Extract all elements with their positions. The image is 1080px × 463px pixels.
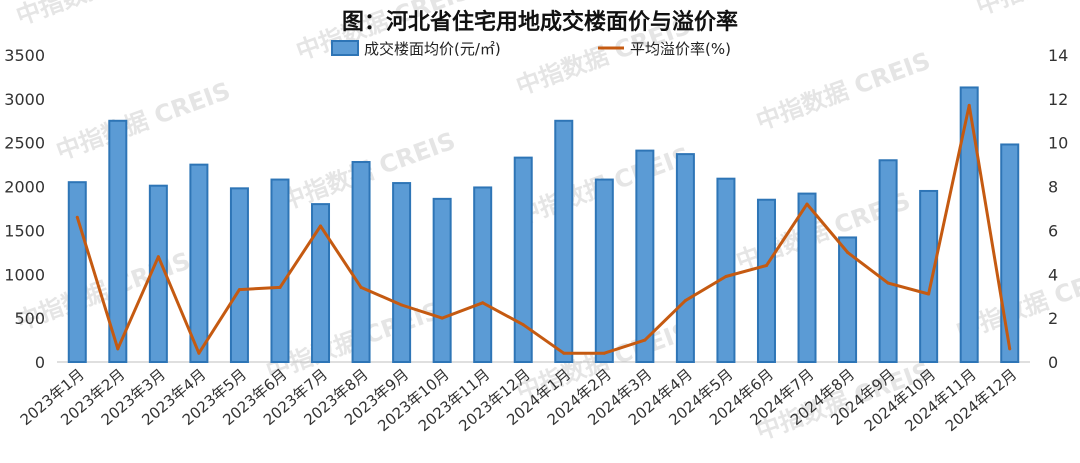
y-left-tick-label: 3500 <box>4 46 45 65</box>
line-point <box>724 274 728 278</box>
bar <box>351 161 371 363</box>
line-point <box>359 285 363 289</box>
legend-bar-label: 成交楼面均价(元/㎡) <box>364 40 501 58</box>
bar <box>229 187 249 363</box>
bar <box>675 153 695 363</box>
y-right-tick-label: 4 <box>1048 265 1058 284</box>
bar <box>878 159 898 363</box>
bar <box>108 119 128 363</box>
y-left-tick-label: 2000 <box>4 178 45 197</box>
premium-rate-line <box>75 103 1012 355</box>
y-right-tick-label: 8 <box>1048 178 1058 197</box>
legend: 成交楼面均价(元/㎡) 平均溢价率(%) <box>331 40 731 58</box>
y-left-tick-label: 1000 <box>4 265 45 284</box>
line-point <box>764 264 768 268</box>
bar <box>189 163 209 363</box>
y-right-tick-label: 12 <box>1048 90 1068 109</box>
line-point <box>846 250 850 254</box>
line-point <box>278 285 282 289</box>
y-left-tick-label: 2500 <box>4 134 45 153</box>
line-point <box>1008 347 1012 351</box>
line-point <box>400 303 404 307</box>
line-point <box>521 323 525 327</box>
line-point <box>156 255 160 259</box>
bar <box>959 86 979 363</box>
line-point <box>683 299 687 303</box>
bar <box>473 186 493 363</box>
bar <box>392 182 412 363</box>
y-right-tick-label: 2 <box>1048 309 1058 328</box>
y-left-tick-label: 500 <box>14 309 45 328</box>
line-point <box>481 301 485 305</box>
bar <box>838 236 858 363</box>
watermark-text: 中指数据 CREIS <box>52 77 234 166</box>
bar <box>311 203 331 363</box>
y-right-tick-label: 10 <box>1048 134 1068 153</box>
line-point <box>562 351 566 355</box>
line-point <box>440 316 444 320</box>
bar <box>635 149 655 363</box>
line-point <box>886 281 890 285</box>
line-point <box>927 292 931 296</box>
bar <box>756 198 776 363</box>
bar <box>919 189 939 363</box>
legend-line-label: 平均溢价率(%) <box>630 40 731 58</box>
bar <box>554 119 574 363</box>
line-point <box>75 215 79 219</box>
line-point <box>116 347 120 351</box>
line-point <box>967 103 971 107</box>
bar <box>270 178 290 363</box>
bar <box>797 192 817 363</box>
y-right-tick-label: 14 <box>1048 46 1068 65</box>
line-point <box>643 338 647 342</box>
y-left-tick-label: 3000 <box>4 90 45 109</box>
line-point <box>805 202 809 206</box>
line-point <box>237 288 241 292</box>
bar <box>594 178 614 363</box>
y-left-tick-label: 0 <box>35 353 45 372</box>
line-point <box>602 351 606 355</box>
chart-title: 图：河北省住宅用地成交楼面价与溢价率 <box>341 10 738 35</box>
y-right-tick-label: 6 <box>1048 221 1058 240</box>
line-point <box>197 351 201 355</box>
bar <box>67 181 87 363</box>
y-left-tick-label: 1500 <box>4 221 45 240</box>
legend-bar-swatch <box>331 40 359 56</box>
bar <box>1000 143 1020 363</box>
bar <box>716 177 736 363</box>
bar <box>432 197 452 363</box>
line-point <box>319 224 323 228</box>
bar <box>513 156 533 363</box>
watermark-text: 中指数据 CREIS <box>752 47 934 136</box>
y-right-tick-label: 0 <box>1048 353 1058 372</box>
